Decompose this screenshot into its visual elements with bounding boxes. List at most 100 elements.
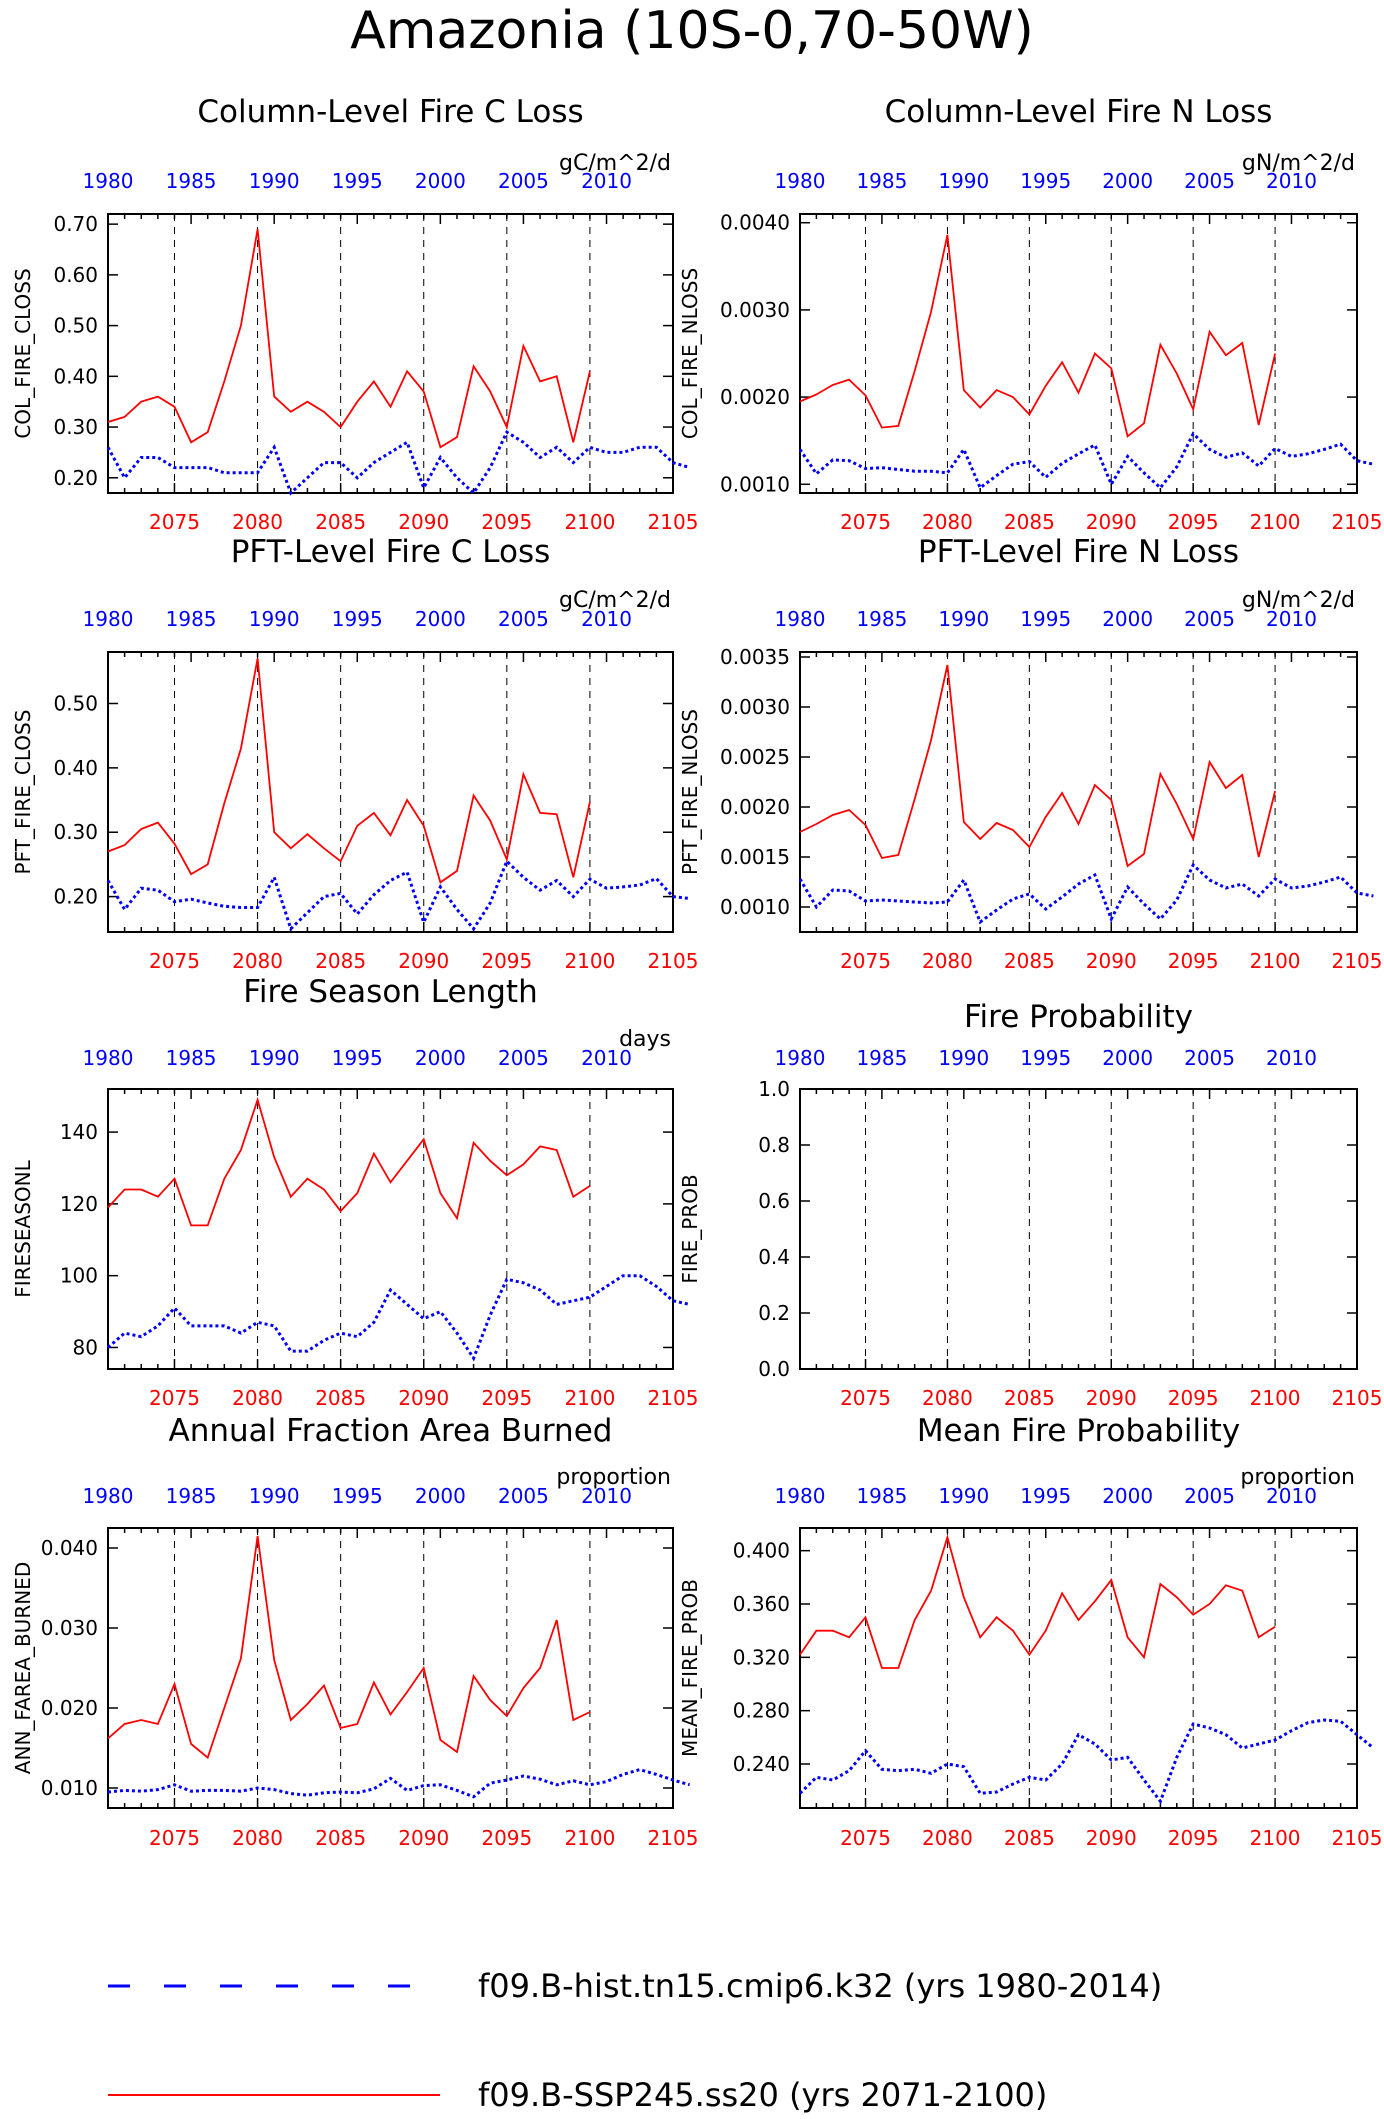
y-tick-label: 0.040	[41, 1536, 98, 1560]
x-top-tick-label: 1990	[249, 607, 300, 631]
x-bottom-tick-label: 2075	[840, 1826, 891, 1850]
x-top-tick-label: 2005	[498, 169, 549, 193]
x-top-tick-label: 1980	[775, 1484, 826, 1508]
x-bottom-tick-label: 2100	[1250, 510, 1301, 534]
x-bottom-tick-label: 2105	[1332, 1826, 1383, 1850]
x-top-tick-label: 1980	[83, 607, 134, 631]
x-top-tick-label: 1980	[83, 1484, 134, 1508]
units-label: days	[619, 1027, 671, 1052]
y-tick-label: 0.20	[53, 885, 98, 909]
y-tick-label: 140	[60, 1120, 98, 1144]
x-bottom-tick-label: 2105	[1332, 1386, 1383, 1410]
units-label: proportion	[1240, 1465, 1355, 1490]
x-top-tick-label: 1980	[775, 1046, 826, 1070]
series-line-future	[107, 658, 591, 884]
y-tick-label: 0.280	[733, 1699, 790, 1723]
x-bottom-tick-label: 2075	[149, 510, 200, 534]
x-bottom-tick-label: 2090	[1086, 1386, 1137, 1410]
x-bottom-tick-label: 2090	[1086, 510, 1137, 534]
x-top-tick-label: 1985	[856, 169, 907, 193]
x-bottom-tick-label: 2090	[398, 1826, 449, 1850]
x-bottom-tick-label: 2100	[564, 1826, 615, 1850]
y-tick-label: 0.010	[41, 1776, 98, 1800]
legend-label: f09.B-SSP245.ss20 (yrs 2071-2100)	[478, 2076, 1047, 2114]
y-axis-label: MEAN_FIRE_PROB	[678, 1579, 702, 1757]
x-top-tick-label: 1980	[83, 169, 134, 193]
x-bottom-tick-label: 2090	[1086, 949, 1137, 973]
x-top-tick-label: 2010	[581, 1046, 632, 1070]
units-label: gC/m^2/d	[559, 151, 671, 176]
x-top-tick-label: 1985	[166, 607, 217, 631]
y-tick-label: 0.50	[53, 691, 98, 715]
x-bottom-tick-label: 2080	[922, 1826, 973, 1850]
x-top-tick-label: 2000	[1102, 169, 1153, 193]
y-tick-label: 0.40	[53, 364, 98, 388]
x-top-tick-label: 1995	[332, 1046, 383, 1070]
x-bottom-tick-label: 2085	[1004, 510, 1055, 534]
x-top-tick-label: 1985	[166, 1484, 217, 1508]
x-bottom-tick-label: 2080	[922, 510, 973, 534]
x-top-tick-label: 2005	[498, 607, 549, 631]
x-top-tick-label: 2000	[1102, 607, 1153, 631]
y-tick-label: 100	[60, 1264, 98, 1288]
x-bottom-tick-label: 2095	[1168, 1826, 1219, 1850]
chart-panel-5: Fire Season Length days 2075 2080 2085 2090 20…	[11, 974, 698, 1410]
y-tick-label: 0.6	[758, 1189, 790, 1213]
x-top-tick-label: 2010	[1266, 1484, 1317, 1508]
chart-title: Column-Level Fire C Loss	[197, 94, 583, 130]
y-axis-label: PFT_FIRE_NLOSS	[678, 709, 702, 875]
chart-title: PFT-Level Fire C Loss	[231, 534, 551, 570]
y-tick-label: 120	[60, 1192, 98, 1216]
x-top-tick-label: 2000	[415, 1046, 466, 1070]
x-bottom-tick-label: 2095	[481, 949, 532, 973]
x-bottom-tick-label: 2100	[1250, 1826, 1301, 1850]
chart-title: Fire Season Length	[243, 974, 537, 1010]
x-bottom-tick-label: 2080	[922, 1386, 973, 1410]
x-top-tick-label: 2005	[498, 1046, 549, 1070]
y-tick-label: 0.50	[53, 314, 98, 338]
chart-panel-1: Column-Level Fire C Loss gC/m^2/d 2075 2080…	[11, 94, 698, 534]
x-bottom-tick-label: 2080	[232, 1826, 283, 1850]
x-top-tick-label: 1990	[249, 1046, 300, 1070]
x-bottom-tick-label: 2075	[149, 949, 200, 973]
x-bottom-tick-label: 2100	[1250, 1386, 1301, 1410]
y-tick-label: 0.0	[758, 1357, 790, 1381]
x-top-tick-label: 2010	[581, 1484, 632, 1508]
x-bottom-tick-label: 2100	[564, 1386, 615, 1410]
y-tick-label: 0.0030	[720, 695, 790, 719]
series-line-future	[799, 234, 1276, 438]
x-top-tick-label: 2000	[1102, 1484, 1153, 1508]
x-bottom-tick-label: 2090	[398, 1386, 449, 1410]
y-tick-label: 0.0035	[720, 645, 790, 669]
y-tick-label: 0.360	[733, 1592, 790, 1616]
units-label: proportion	[556, 1465, 671, 1490]
x-top-tick-label: 1985	[166, 169, 217, 193]
legend: f09.B-hist.tn15.cmip6.k32 (yrs 1980-2014…	[108, 1967, 1162, 2114]
x-bottom-tick-label: 2085	[315, 1386, 366, 1410]
chart-panel-6: Fire Probability 2075 2080 2085 2090 2095 2100…	[678, 999, 1382, 1410]
series-line-historical	[106, 429, 691, 496]
x-bottom-tick-label: 2075	[840, 949, 891, 973]
x-top-tick-label: 1985	[856, 1484, 907, 1508]
x-bottom-tick-label: 2095	[481, 510, 532, 534]
y-tick-label: 0.030	[41, 1616, 98, 1640]
chart-panel-3: PFT-Level Fire C Loss gC/m^2/d 2075 2080 208…	[11, 534, 698, 973]
series-line-future	[107, 1096, 591, 1227]
y-tick-label: 0.240	[733, 1752, 790, 1776]
y-tick-label: 0.30	[53, 415, 98, 439]
y-tick-label: 0.40	[53, 756, 98, 780]
x-bottom-tick-label: 2075	[149, 1826, 200, 1850]
x-bottom-tick-label: 2105	[648, 949, 699, 973]
y-axis-label: COL_FIRE_NLOSS	[678, 268, 702, 439]
y-axis-label: ANN_FAREA_BURNED	[11, 1562, 35, 1774]
series-line-future	[799, 1534, 1276, 1669]
plot-frame	[107, 1527, 674, 1809]
y-tick-label: 0.70	[53, 212, 98, 236]
x-bottom-tick-label: 2080	[922, 949, 973, 973]
plot-frame	[799, 651, 1358, 933]
series-line-future	[799, 664, 1276, 868]
y-tick-label: 0.0030	[720, 298, 790, 322]
series-line-historical	[107, 1274, 690, 1362]
y-tick-label: 0.0015	[720, 845, 790, 869]
x-bottom-tick-label: 2090	[1086, 1826, 1137, 1850]
